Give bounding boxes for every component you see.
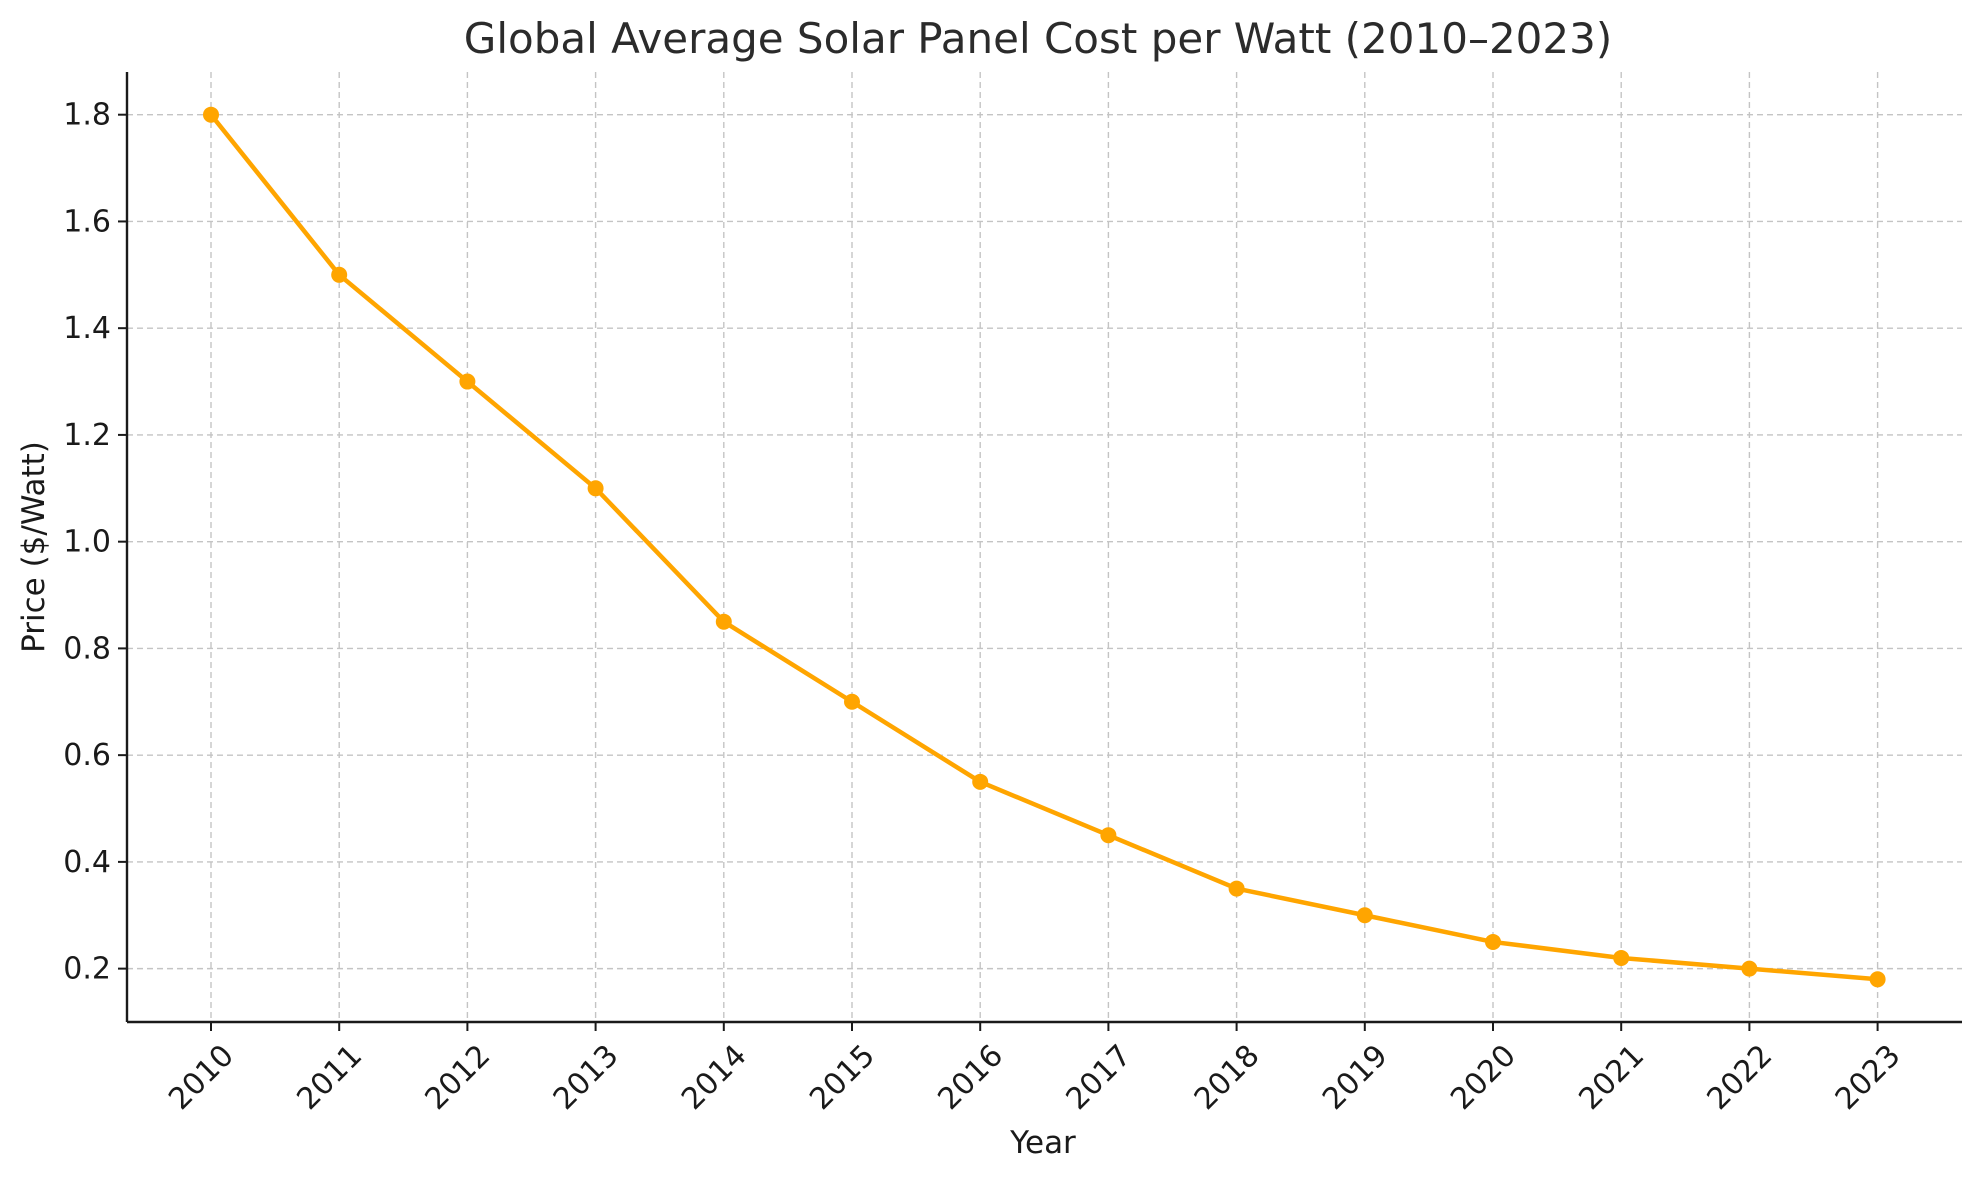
y-tick-label: 1.0 — [63, 525, 111, 560]
x-tick-label: 2013 — [547, 1038, 626, 1117]
data-point — [1228, 880, 1245, 897]
y-tick-label: 1.4 — [63, 311, 111, 346]
x-tick-label: 2014 — [675, 1038, 754, 1117]
data-point — [1100, 827, 1117, 844]
data-point — [331, 266, 348, 283]
data-point — [459, 373, 476, 390]
data-point — [972, 773, 989, 790]
x-axis-label: Year — [1009, 1125, 1076, 1161]
series-line — [208, 112, 1880, 982]
data-point — [587, 480, 604, 497]
y-tick-label: 0.4 — [63, 845, 111, 880]
y-tick-label: 1.2 — [63, 418, 111, 453]
x-ticks: 2010 2011 2012 2013 2014 2015 2016 2017 2018 2019… — [162, 1022, 1908, 1117]
x-tick-label: 2012 — [419, 1038, 498, 1117]
y-ticks: 0.2 0.4 0.6 0.8 1.0 1.2 1.4 1.6 1.8 — [63, 98, 127, 987]
chart-title: Global Average Solar Panel Cost per Watt… — [464, 14, 1612, 63]
y-tick-label: 1.6 — [63, 204, 111, 239]
y-axis-label: Price ($/Watt) — [16, 441, 52, 653]
x-tick-label: 2018 — [1188, 1038, 1267, 1117]
data-point — [1356, 907, 1373, 924]
data-point — [1613, 949, 1630, 966]
x-tick-label: 2023 — [1829, 1038, 1908, 1117]
data-point — [715, 613, 732, 630]
x-tick-label: 2021 — [1572, 1038, 1651, 1117]
data-point — [1741, 960, 1758, 977]
y-tick-label: 0.8 — [63, 631, 111, 666]
data-point — [844, 693, 860, 710]
axes — [125, 72, 1962, 1024]
data-point — [1869, 971, 1886, 988]
x-tick-label: 2010 — [162, 1038, 241, 1117]
x-tick-label: 2019 — [1316, 1038, 1395, 1117]
data-point — [203, 106, 219, 123]
x-tick-label: 2022 — [1701, 1038, 1780, 1117]
series — [203, 106, 1886, 988]
grid — [127, 72, 1962, 1022]
y-tick-label: 1.8 — [63, 98, 111, 133]
x-tick-label: 2017 — [1060, 1038, 1139, 1117]
y-tick-label: 0.2 — [63, 952, 111, 987]
y-tick-label: 0.6 — [63, 738, 111, 773]
x-tick-label: 2020 — [1444, 1038, 1523, 1117]
x-tick-label: 2016 — [931, 1038, 1010, 1117]
data-point — [1485, 933, 1501, 950]
x-tick-label: 2011 — [290, 1038, 369, 1117]
x-tick-label: 2015 — [803, 1038, 882, 1117]
